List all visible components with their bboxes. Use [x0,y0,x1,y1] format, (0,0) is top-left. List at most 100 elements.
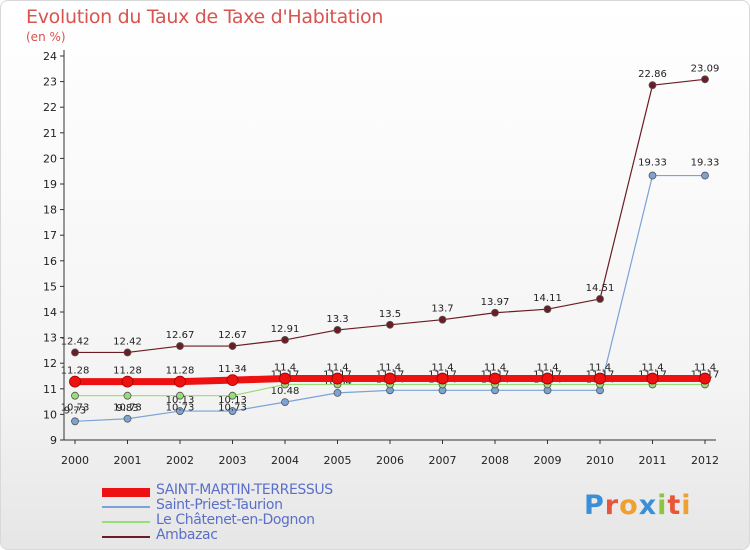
data-label: 12.42 [113,336,142,347]
y-tick-label: 22 [43,101,57,114]
data-point [648,81,657,90]
data-label: 12.42 [61,336,90,347]
data-point [384,372,396,385]
data-label: 23.09 [691,63,720,74]
data-label: 10.48 [271,386,300,397]
data-point [71,348,79,357]
y-tick-label: 12 [43,357,57,370]
data-label: 9.73 [64,405,86,416]
logo-letter: i [657,490,668,521]
data-point [541,372,554,385]
legend-swatch [102,536,150,538]
y-tick-label: 20 [43,152,57,165]
data-label: 13.97 [481,297,510,308]
legend-swatch [102,506,150,508]
data-point [71,391,79,400]
data-point [438,315,447,324]
data-point [333,326,342,334]
data-point [648,171,657,180]
data-point [228,407,237,415]
data-point [281,398,289,407]
data-point [699,372,711,385]
data-point [543,305,552,314]
y-tick-label: 9 [50,434,57,447]
data-point [176,407,184,415]
proxiti-logo: Proxiti [584,490,692,521]
data-label: 12.67 [218,330,247,341]
data-point [123,348,132,357]
data-label: 10.73 [113,403,142,414]
data-point [646,372,659,385]
data-point [491,308,499,317]
data-label: 14.11 [533,293,562,304]
data-label: 11.4 [326,363,348,374]
legend-label: Ambazac [156,527,218,543]
data-point [71,417,79,426]
x-tick-label: 2010 [586,454,614,467]
logo-letter: x [638,490,658,521]
data-point [69,375,81,388]
logo-letter: o [619,490,639,521]
legend-label: Le Châtenet-en-Dognon [156,512,315,528]
y-tick-label: 14 [43,306,57,319]
y-tick-label: 21 [43,127,57,140]
data-label: 10.13 [218,395,247,406]
data-label: 11.4 [589,363,611,374]
data-label: 14.51 [586,283,615,294]
data-label: 11.4 [274,363,296,374]
x-tick-label: 2000 [61,454,89,467]
x-tick-label: 2004 [271,454,299,467]
data-point [228,342,237,350]
data-point [123,391,132,400]
y-tick-label: 16 [43,255,57,268]
data-label: 13.7 [431,304,453,315]
x-tick-label: 2007 [429,454,457,467]
legend-label: Saint-Priest-Taurion [156,497,283,513]
x-tick-label: 2006 [376,454,404,467]
data-label: 11.28 [166,366,195,377]
y-tick-label: 19 [43,178,57,191]
data-point [333,388,342,397]
data-point [436,372,449,385]
data-point [226,374,239,386]
data-label: 12.67 [166,330,195,341]
data-point [279,372,291,385]
data-label: 12.91 [271,324,300,335]
data-label: 11.4 [694,363,716,374]
data-label: 9.83 [116,403,138,414]
y-tick-label: 24 [43,50,57,63]
legend-swatch [102,488,150,497]
data-label: 11.4 [641,363,663,374]
x-tick-label: 2002 [166,454,194,467]
data-label: 11.28 [61,366,90,377]
y-tick-label: 15 [43,280,57,293]
data-point [701,75,709,84]
data-label: 13.3 [326,314,348,325]
data-label: 11.4 [536,363,558,374]
data-point [176,391,184,400]
logo-letter: i [681,490,692,521]
x-tick-label: 2008 [481,454,509,467]
data-label: 19.33 [691,158,720,169]
data-label: 10.73 [61,403,90,414]
x-tick-label: 2009 [534,454,562,467]
logo-letter: t [667,490,682,521]
data-point [228,391,237,400]
data-label: 10.13 [166,395,195,406]
legend-label: SAINT-MARTIN-TERRESSUS [156,482,333,498]
data-label: 13.5 [379,309,401,320]
y-tick-label: 10 [43,408,57,421]
data-label: 11.4 [484,363,506,374]
data-point [386,320,394,329]
x-tick-label: 2001 [114,454,142,467]
x-tick-label: 2005 [324,454,352,467]
data-label: 11.28 [113,366,142,377]
data-point [121,375,134,388]
data-point [281,336,289,344]
y-tick-label: 11 [43,383,57,396]
data-point [331,372,344,385]
data-label: 10.73 [166,403,195,414]
data-label: 11.4 [379,363,401,374]
data-point [176,342,184,350]
